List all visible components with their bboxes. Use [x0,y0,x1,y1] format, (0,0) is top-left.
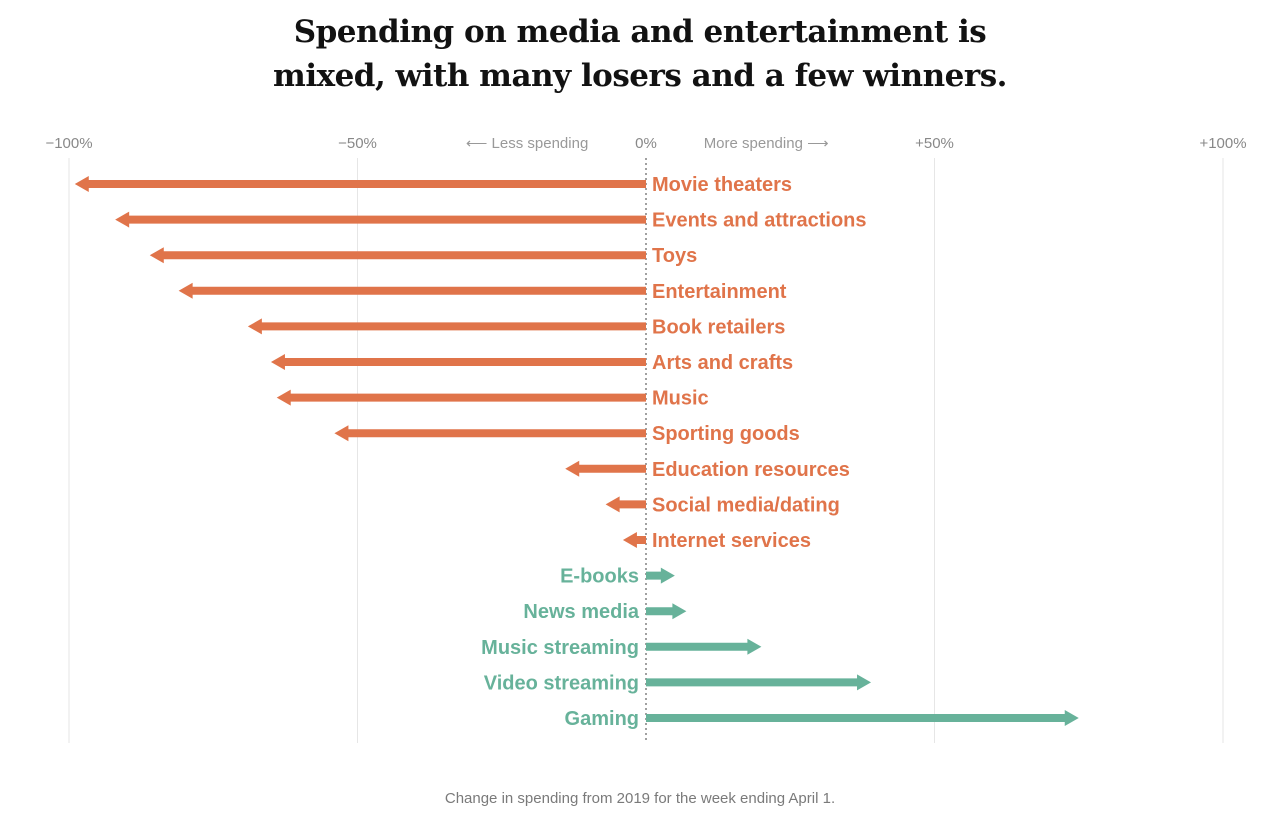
x-tick-label: 0% [635,135,657,152]
bar-arrow [334,425,646,442]
bar-arrow [646,567,675,584]
chart-caption: Change in spending from 2019 for the wee… [444,790,836,807]
category-label: Social media/dating [652,494,840,516]
chart-title: Spending on media and entertainment is m… [0,10,1280,98]
bar-arrow [276,389,646,406]
category-label: News media [523,601,639,623]
chart-title-line-1: Spending on media and entertainment is [293,14,987,50]
bar-arrow [646,674,872,691]
category-label: Book retailers [652,316,785,338]
category-label: Music streaming [481,637,639,659]
bar-arrow [646,710,1079,726]
bar-chart: −100% −50% 0% +50% +100% ⟵ Less spending More … [45,135,1247,743]
category-label: Entertainment [652,281,787,303]
category-label: Education resources [652,459,850,481]
x-tick-label: +100% [1199,135,1246,152]
category-label: Internet services [652,530,811,552]
x-tick-label: −100% [45,135,92,152]
category-label: Video streaming [484,672,639,694]
bar-arrow [74,176,646,192]
bar-arrow [270,354,646,370]
bar-arrow [646,638,762,655]
bar-arrow [115,211,646,228]
category-label: Movie theaters [652,174,792,196]
less-spending-label: ⟵ Less spending [466,135,588,152]
x-tick-label: +50% [915,135,954,152]
bar-arrow [622,532,646,548]
category-label: Arts and crafts [652,352,793,374]
bar-arrow [605,496,646,513]
category-label: Sporting goods [652,423,800,445]
bar-arrow [149,247,646,264]
chart-title-line-2: mixed, with many losers and a few winner… [273,58,1007,94]
category-label: Toys [652,245,697,267]
bar-arrow [178,282,646,299]
bar-arrow [565,460,646,477]
x-tick-label: −50% [338,135,377,152]
category-label: E-books [560,566,639,588]
more-spending-label: More spending ⟶ [704,135,829,152]
category-label: Events and attractions [652,210,867,232]
bar-arrow [646,603,687,620]
bar-arrow [247,318,646,335]
category-label: Music [652,388,709,410]
category-label: Gaming [565,708,639,730]
